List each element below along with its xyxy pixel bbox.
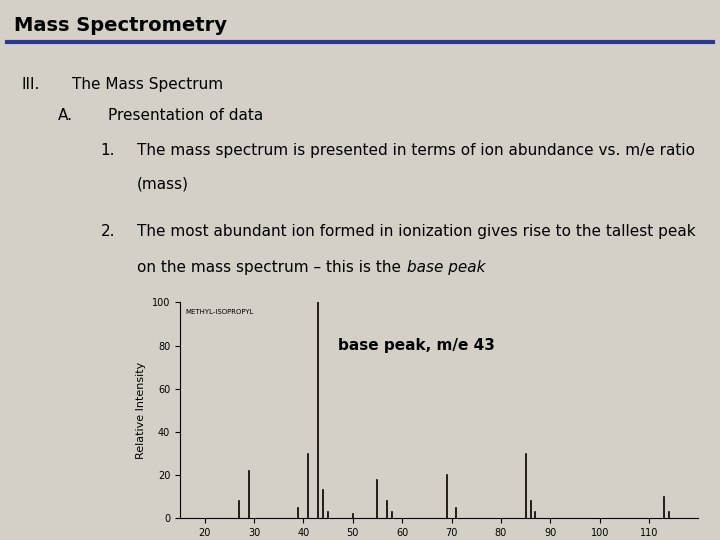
Text: The mass spectrum is presented in terms of ion abundance vs. m/e ratio: The mass spectrum is presented in terms … [137, 143, 695, 158]
Text: 1.: 1. [101, 143, 115, 158]
Text: (mass): (mass) [137, 177, 189, 192]
Text: on the mass spectrum – this is the: on the mass spectrum – this is the [137, 260, 405, 275]
Text: A.: A. [58, 107, 73, 123]
Text: The most abundant ion formed in ionization gives rise to the tallest peak: The most abundant ion formed in ionizati… [137, 224, 696, 239]
Y-axis label: Relative Intensity: Relative Intensity [136, 362, 146, 459]
Text: 2.: 2. [101, 224, 115, 239]
Text: Presentation of data: Presentation of data [108, 107, 264, 123]
Text: The Mass Spectrum: The Mass Spectrum [72, 77, 223, 92]
Text: base peak, m/e 43: base peak, m/e 43 [338, 338, 495, 353]
Text: Mass Spectrometry: Mass Spectrometry [14, 16, 228, 35]
Text: METHYL-ISOPROPYL: METHYL-ISOPROPYL [185, 309, 253, 315]
Text: base peak: base peak [407, 260, 485, 275]
Text: III.: III. [22, 77, 40, 92]
